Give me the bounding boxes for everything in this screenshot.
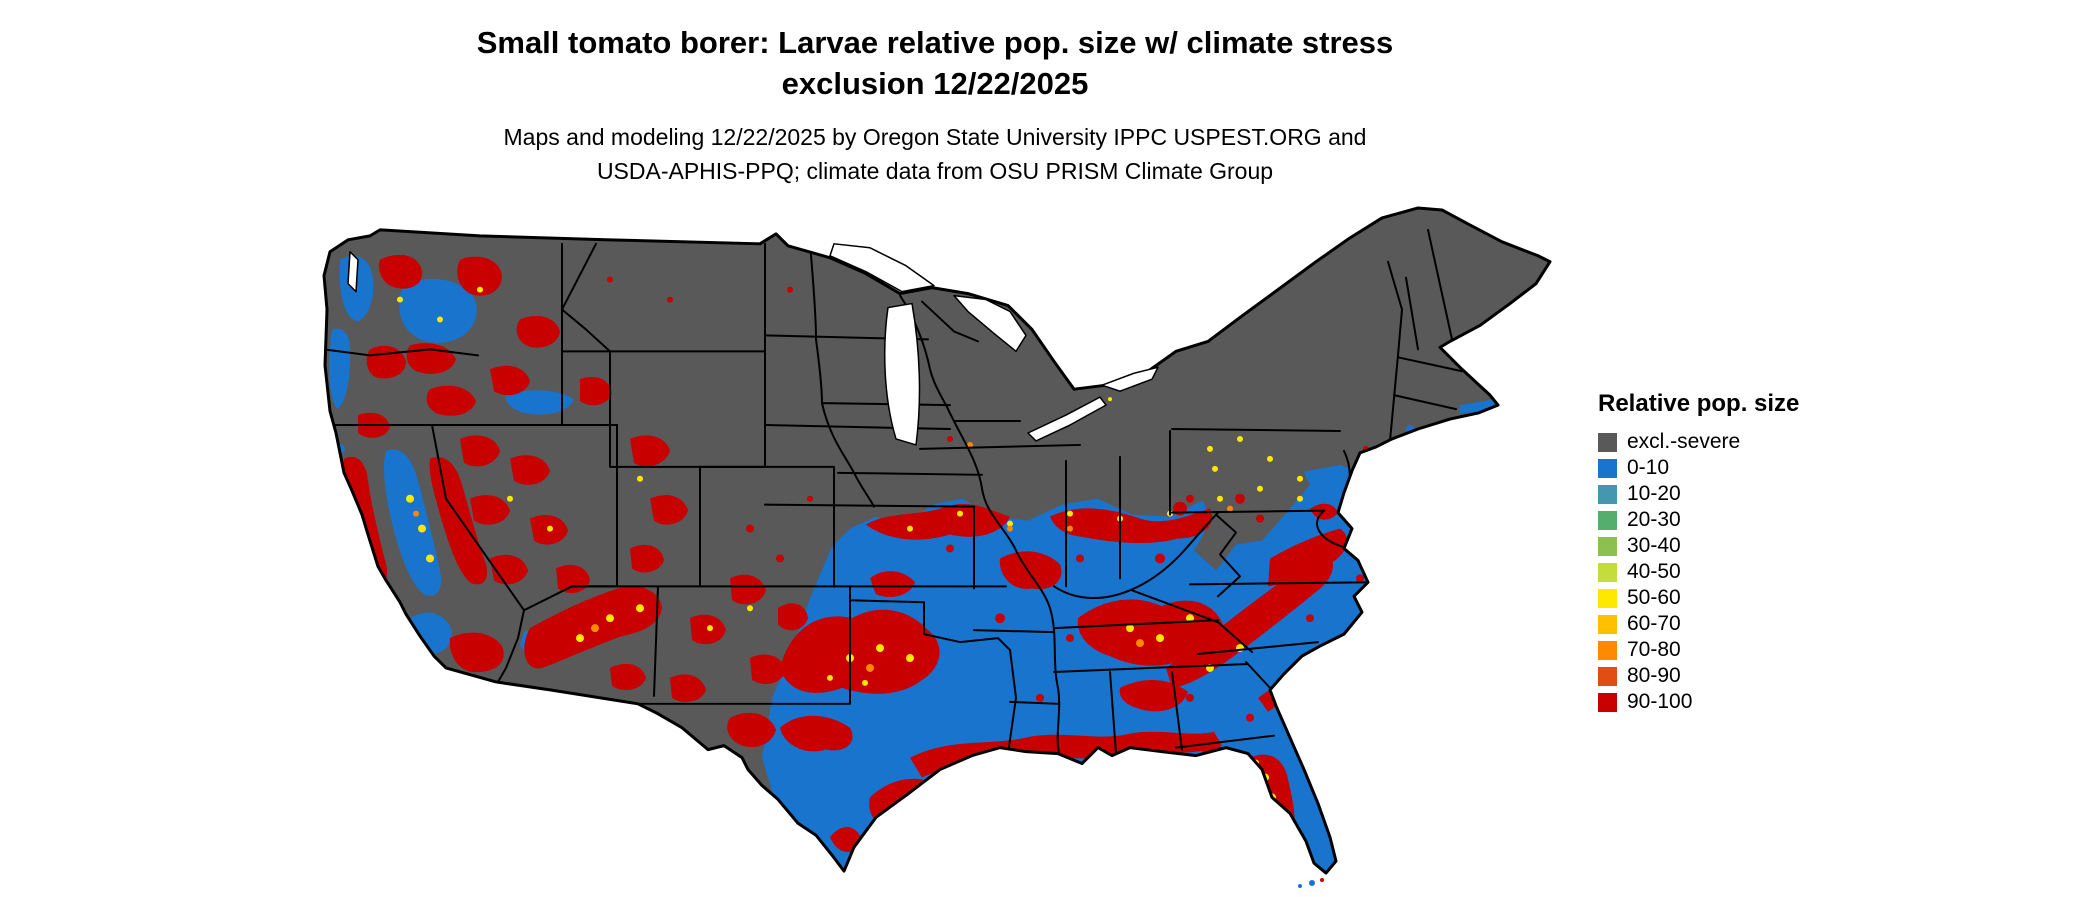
legend-label: 80-90 xyxy=(1627,664,1681,687)
legend-label: 10-20 xyxy=(1627,482,1681,505)
lake-ontario xyxy=(1101,366,1159,392)
legend-item: 60-70 xyxy=(1598,611,1799,637)
legend-swatch xyxy=(1598,666,1617,686)
map-title-line2: exclusion 12/22/2025 xyxy=(781,66,1089,101)
legend-label: 40-50 xyxy=(1627,560,1681,583)
puget-sound xyxy=(347,251,359,293)
legend-item: 40-50 xyxy=(1598,559,1799,585)
legend-label: 70-80 xyxy=(1627,638,1681,661)
legend-label: 90-100 xyxy=(1627,690,1693,713)
legend-item: 80-90 xyxy=(1598,663,1799,689)
legend-item: 20-30 xyxy=(1598,507,1799,533)
map-subtitle-line2: USDA-APHIS-PPQ; climate data from OSU PR… xyxy=(596,158,1274,184)
legend-swatch xyxy=(1598,588,1617,608)
map-legend: Relative pop. size excl.-severe 0-10 10-… xyxy=(1598,390,1799,715)
legend-swatch xyxy=(1598,510,1617,530)
map-subtitle: Maps and modeling 12/22/2025 by Oregon S… xyxy=(310,120,1560,188)
legend-swatch xyxy=(1598,432,1617,452)
legend-item: 90-100 xyxy=(1598,689,1799,715)
legend-item: 50-60 xyxy=(1598,585,1799,611)
legend-label: 50-60 xyxy=(1627,586,1681,609)
legend-item: 10-20 xyxy=(1598,481,1799,507)
legend-item: excl.-severe xyxy=(1598,429,1799,455)
legend-label: excl.-severe xyxy=(1627,430,1741,453)
lake-michigan xyxy=(883,302,921,446)
us-distribution-map xyxy=(310,200,1555,892)
map-title-line1: Small tomato borer: Larvae relative pop.… xyxy=(476,25,1394,60)
legend-swatch xyxy=(1598,562,1617,582)
legend-item: 0-10 xyxy=(1598,455,1799,481)
map-subtitle-line1: Maps and modeling 12/22/2025 by Oregon S… xyxy=(503,124,1367,150)
legend-label: 30-40 xyxy=(1627,534,1681,557)
legend-title: Relative pop. size xyxy=(1598,390,1800,417)
lake-superior xyxy=(829,243,935,293)
lake-erie xyxy=(1027,396,1107,442)
lake-huron xyxy=(953,294,1027,353)
map-header: Small tomato borer: Larvae relative pop.… xyxy=(310,22,1560,188)
florida-keys xyxy=(1298,878,1324,889)
legend-swatch xyxy=(1598,692,1617,712)
legend-label: 60-70 xyxy=(1627,612,1681,635)
state-borders xyxy=(324,228,1463,759)
legend-label: 0-10 xyxy=(1627,456,1670,479)
legend-swatch xyxy=(1598,536,1617,556)
legend-swatch xyxy=(1598,640,1617,660)
raster-gray-appalachians xyxy=(1194,421,1310,571)
legend-swatch xyxy=(1598,614,1617,634)
legend-item: 30-40 xyxy=(1598,533,1799,559)
us-map-svg xyxy=(322,206,1552,889)
legend-item: 70-80 xyxy=(1598,637,1799,663)
legend-swatch xyxy=(1598,484,1617,504)
legend-swatch xyxy=(1598,458,1617,478)
great-lakes xyxy=(347,243,1159,446)
legend-label: 20-30 xyxy=(1627,508,1681,531)
raster-yellow-speckles xyxy=(397,286,1303,841)
